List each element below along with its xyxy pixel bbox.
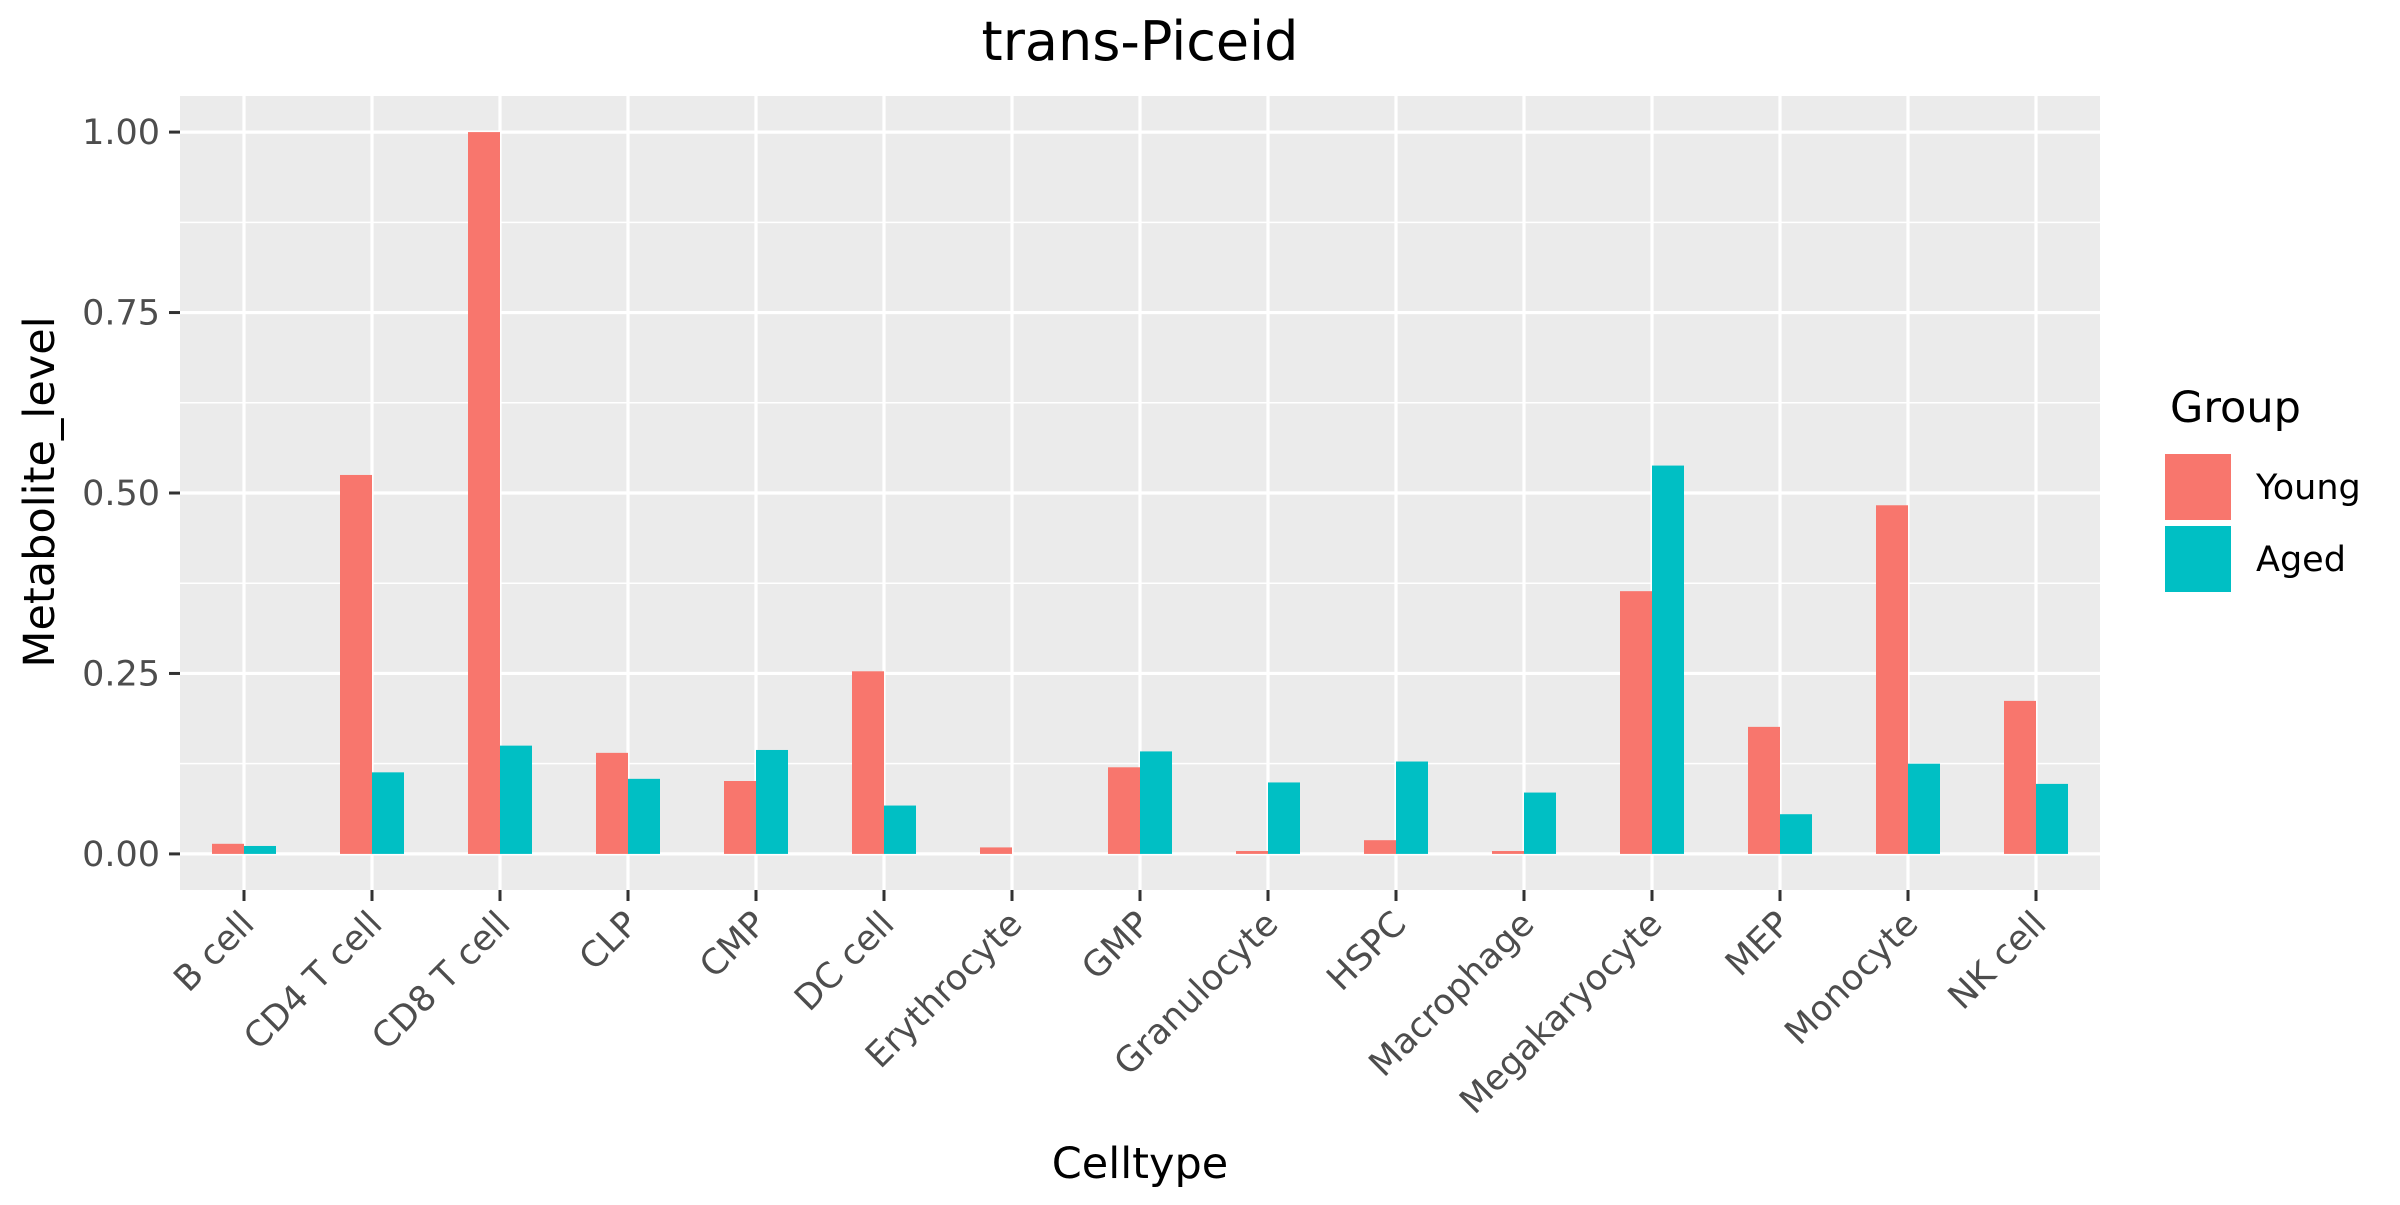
- bar-aged: [1908, 763, 1940, 854]
- legend-label-aged: Aged: [2256, 540, 2346, 580]
- x-tick-label: GMP: [1075, 904, 1159, 988]
- bar-young: [2004, 700, 2036, 854]
- bar-aged: [1268, 782, 1300, 854]
- bar-young: [724, 781, 756, 854]
- x-tick-label: CMP: [693, 904, 775, 986]
- y-axis: 0.00 0.25 0.50 0.75 1.00: [82, 113, 180, 875]
- legend-key-aged: [2165, 526, 2231, 592]
- y-tick-label: 0.25: [82, 654, 160, 694]
- x-tick-label: CLP: [572, 904, 646, 978]
- x-tick-label: B cell: [167, 904, 263, 1000]
- bar-aged: [1140, 751, 1172, 854]
- bar-young: [212, 843, 244, 854]
- legend-key-young: [2165, 454, 2231, 520]
- bar-aged: [500, 745, 532, 854]
- legend: Group Young Aged: [2165, 383, 2361, 592]
- x-tick-label: Monocyte: [1778, 904, 1927, 1053]
- x-axis-title: Celltype: [1052, 1139, 1228, 1189]
- x-tick-label: DC cell: [787, 904, 902, 1019]
- bar-young: [1364, 840, 1396, 854]
- bars: [212, 132, 2068, 854]
- bar-aged: [244, 845, 276, 854]
- bar-aged: [2036, 783, 2068, 854]
- y-tick-label: 1.00: [82, 113, 160, 153]
- x-tick-label: MEP: [1718, 904, 1798, 984]
- bar-young: [1620, 591, 1652, 854]
- bar-aged: [1652, 465, 1684, 854]
- bar-young: [468, 132, 500, 854]
- chart-title: trans-Piceid: [982, 10, 1299, 73]
- bar-aged: [1524, 792, 1556, 854]
- x-tick-label: NK cell: [1941, 904, 2054, 1017]
- bar-aged: [628, 778, 660, 854]
- bar-aged: [1780, 814, 1812, 854]
- x-tick-label: CD4 T cell: [237, 904, 391, 1058]
- x-tick-label: HSPC: [1320, 904, 1415, 999]
- bar-aged: [884, 805, 916, 854]
- bar-young: [1876, 505, 1908, 854]
- bar-young: [1492, 851, 1524, 854]
- bar-young: [1108, 767, 1140, 854]
- bar-young: [1236, 851, 1268, 854]
- bar-young: [852, 671, 884, 854]
- bar-aged: [1396, 761, 1428, 854]
- y-tick-label: 0.00: [82, 835, 160, 875]
- bar-aged: [372, 772, 404, 854]
- bar-aged: [756, 749, 788, 854]
- bar-young: [340, 474, 372, 854]
- y-tick-label: 0.75: [82, 294, 160, 334]
- bar-young: [980, 847, 1012, 854]
- x-tick-label: CD8 T cell: [365, 904, 519, 1058]
- legend-label-young: Young: [2255, 468, 2361, 508]
- bar-young: [1748, 726, 1780, 854]
- y-axis-title: Metabolite_level: [15, 316, 65, 667]
- legend-title: Group: [2170, 383, 2301, 433]
- y-tick-label: 0.50: [82, 474, 160, 514]
- bar-young: [596, 752, 628, 854]
